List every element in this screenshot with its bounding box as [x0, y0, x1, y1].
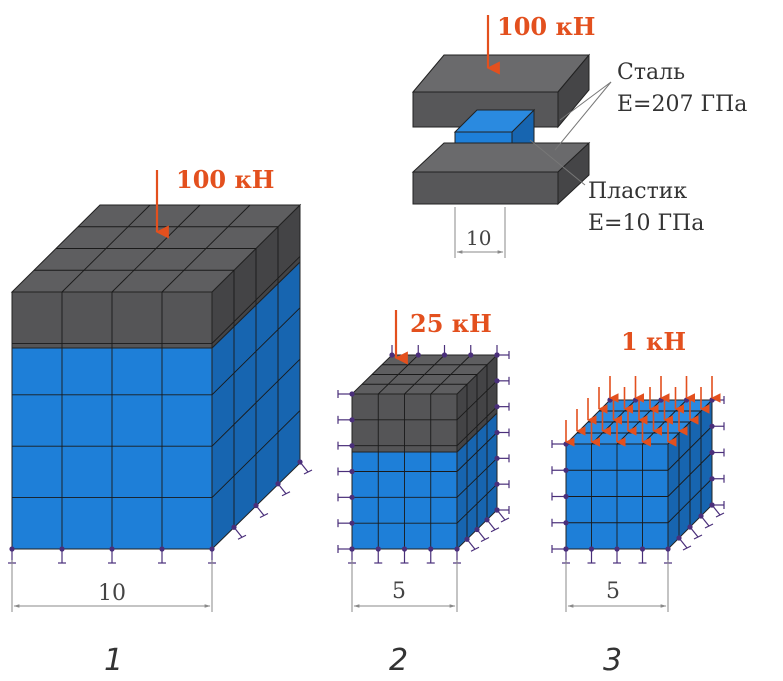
support-node: [494, 507, 500, 513]
support-node: [665, 546, 671, 552]
support-node: [494, 455, 500, 461]
support-node: [231, 524, 237, 530]
support-node: [687, 524, 693, 530]
support-node: [454, 546, 460, 552]
support-node: [349, 443, 355, 449]
plastic-label: Пластик: [588, 179, 687, 204]
support-node: [349, 417, 355, 423]
model-2-number: 2: [389, 643, 408, 678]
support-base: [704, 523, 714, 529]
support-node: [494, 429, 500, 436]
support-base: [303, 469, 313, 475]
bottom-steel-plate: [411, 141, 591, 206]
support-node: [494, 378, 500, 384]
support-node: [468, 352, 474, 358]
support-node: [349, 391, 355, 397]
model-2-supports: [337, 345, 510, 564]
support-node: [588, 546, 595, 552]
model-2-mesh: [352, 354, 498, 549]
model-2-load-label: 25 кН: [410, 309, 492, 338]
support-node: [709, 449, 715, 456]
support-node: [698, 513, 704, 519]
model-1-number: 1: [104, 643, 123, 678]
support-node: [389, 352, 395, 358]
steel-leader-line: [559, 81, 612, 121]
support-base: [682, 545, 692, 551]
support-node: [494, 404, 500, 410]
support-node: [563, 546, 569, 552]
support-node: [375, 546, 381, 552]
support-node: [683, 397, 690, 403]
support-node: [109, 546, 115, 552]
support-node: [709, 476, 715, 482]
support-node: [297, 459, 303, 465]
support-node: [349, 546, 355, 552]
support-node: [401, 546, 408, 552]
support-node: [563, 493, 569, 500]
support-node: [563, 441, 569, 447]
support-node: [639, 546, 646, 552]
model-3-distributed-load-arrows: [565, 376, 721, 447]
support-node: [632, 397, 639, 403]
support-node: [253, 502, 259, 509]
support-node: [159, 546, 165, 552]
support-node: [658, 397, 664, 403]
support-node: [209, 546, 215, 552]
model-2: 25 кН 5 2: [337, 309, 510, 678]
support-node: [494, 352, 500, 358]
schematic-load-label: 100 кН: [497, 12, 595, 41]
plastic-leader-line: [529, 139, 586, 186]
support-node: [415, 352, 421, 358]
model-2-width-value: 5: [392, 579, 406, 604]
support-node: [614, 546, 620, 552]
steel-modulus: E=207 ГПа: [617, 92, 747, 117]
support-node: [59, 546, 65, 552]
support-node: [474, 526, 480, 533]
model-3-load-label: 1 кН: [621, 327, 686, 356]
steel-leader-line-2: [554, 81, 612, 151]
support-base: [693, 534, 703, 540]
schematic-width-value: 10: [466, 226, 491, 250]
model-3: 1 кН 5 3: [551, 327, 725, 678]
model-1-width-value: 10: [98, 581, 126, 606]
plastic-modulus: E=10 ГПа: [588, 211, 704, 236]
support-node: [275, 481, 281, 487]
support-node: [709, 423, 715, 429]
schematic-assembly: 100 кН Сталь E=207 ГПа Пластик E=10 ГПа …: [411, 12, 747, 258]
support-node: [676, 535, 682, 541]
support-base: [480, 536, 490, 543]
support-node: [349, 520, 355, 526]
support-base: [281, 491, 291, 497]
support-base: [259, 512, 269, 519]
support-node: [709, 397, 715, 403]
support-node: [349, 494, 355, 500]
support-base: [500, 517, 510, 523]
model-3-width-value: 5: [606, 579, 620, 604]
support-node: [563, 467, 569, 473]
support-node: [607, 397, 613, 403]
support-base: [490, 527, 500, 533]
support-node: [349, 468, 355, 475]
support-base: [715, 512, 725, 518]
support-node: [563, 520, 569, 526]
support-node: [494, 481, 500, 487]
support-base: [470, 546, 480, 552]
model-1-mesh: [12, 204, 301, 549]
support-node: [484, 517, 490, 523]
support-node: [428, 546, 434, 552]
support-node: [709, 502, 715, 508]
model-3-number: 3: [603, 643, 622, 678]
model-1-load-label: 100 кН: [176, 165, 274, 194]
support-base: [237, 534, 247, 540]
support-node: [9, 546, 15, 552]
support-node: [464, 536, 470, 542]
support-node: [441, 352, 448, 358]
model-1-supports: [8, 459, 313, 564]
steel-label: Сталь: [617, 60, 685, 85]
model-1: 100 кН 10 1: [8, 165, 313, 678]
